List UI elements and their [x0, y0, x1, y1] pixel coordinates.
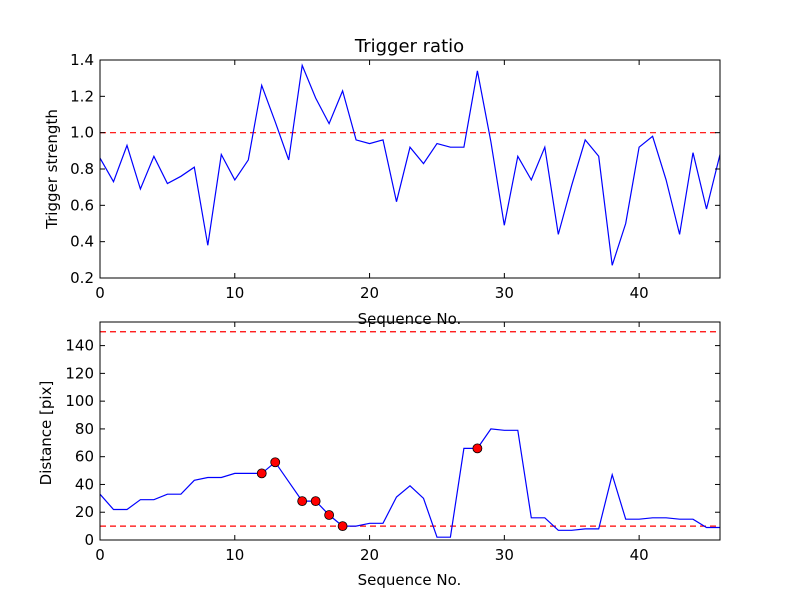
distance-chart: 0 10 20 30 40 0 20 40 60 80 100 120 140 Sequence No.…	[37, 321, 721, 589]
y-tick-label: 0.4	[70, 233, 94, 251]
x-tick-label: 20	[360, 546, 379, 564]
data-point-marker	[297, 496, 308, 507]
series-line	[99, 63, 721, 266]
x-tick-label: 0	[95, 284, 105, 302]
x-tick-label: 40	[630, 546, 649, 564]
x-tick-label: 10	[225, 546, 244, 564]
y-tick-label: 100	[65, 392, 94, 410]
y-tick-label: 0.2	[70, 269, 94, 287]
y-tick-label: 120	[65, 364, 94, 382]
plot-frame	[99, 59, 721, 279]
y-axis-title: Trigger strength	[43, 109, 61, 230]
x-axis-title: Sequence No.	[358, 571, 462, 589]
y-tick-label: 1.4	[70, 51, 94, 69]
y-tick-label: 80	[75, 420, 94, 438]
plot-frame	[99, 321, 721, 541]
y-tick-label: 0.8	[70, 160, 94, 178]
y-tick-label: 1.0	[70, 124, 94, 142]
series-line	[99, 428, 720, 538]
y-tick-label: 20	[75, 503, 94, 521]
data-point-marker	[337, 521, 348, 532]
trigger-ratio-chart: Trigger ratio 0 10 20 30 40 0.2 0.4 0.6 0.8 1.0 1.…	[43, 36, 721, 328]
x-tick-label: 30	[495, 284, 514, 302]
x-axis-title: Sequence No.	[358, 310, 462, 328]
x-tick-label: 0	[95, 546, 105, 564]
x-tick-label: 40	[630, 284, 649, 302]
y-tick-label: 140	[65, 337, 94, 355]
y-tick-label: 1.2	[70, 87, 94, 105]
x-tick-label: 10	[225, 284, 244, 302]
data-point-marker	[324, 510, 335, 520]
x-tick-label: 30	[495, 546, 514, 564]
chart-title: Trigger ratio	[354, 36, 464, 57]
x-tick-label: 20	[360, 284, 379, 302]
y-tick-label: 0.6	[70, 196, 94, 214]
y-axis-title: Distance [pix]	[37, 381, 55, 486]
data-point-marker	[310, 496, 321, 507]
data-point-marker	[256, 468, 267, 479]
data-point-marker	[270, 457, 281, 468]
y-tick-label: 0	[84, 531, 94, 549]
y-tick-label: 40	[75, 475, 94, 493]
y-tick-label: 60	[75, 448, 94, 466]
data-point-marker	[472, 443, 483, 454]
